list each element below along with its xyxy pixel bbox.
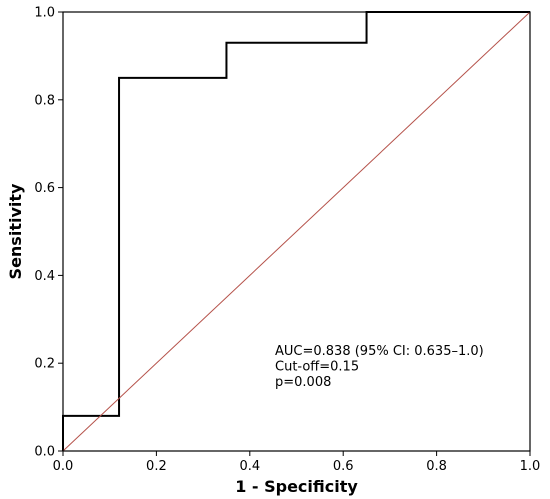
y-tick-label: 0.0 xyxy=(34,445,55,460)
annotation-auc: AUC=0.838 (95% CI: 0.635–1.0) xyxy=(275,344,484,359)
y-tick-label: 1.0 xyxy=(34,6,55,21)
y-tick-label: 0.6 xyxy=(34,181,55,196)
x-tick-label: 0.2 xyxy=(146,459,167,474)
y-axis-ticks: 0.0 0.2 0.4 0.6 0.8 1.0 xyxy=(34,6,63,460)
x-axis-label: 1 - Specificity xyxy=(235,477,358,496)
roc-curve xyxy=(62,11,530,451)
x-tick-label: 0.8 xyxy=(426,459,447,474)
x-axis-ticks: 0.0 0.2 0.4 0.6 0.8 1.0 xyxy=(53,451,541,474)
x-tick-label: 0.0 xyxy=(53,459,74,474)
x-tick-label: 1.0 xyxy=(520,459,541,474)
annotation-box: AUC=0.838 (95% CI: 0.635–1.0) Cut-off=0.… xyxy=(275,344,484,390)
y-axis-label: Sensitivity xyxy=(6,183,25,279)
y-tick-label: 0.4 xyxy=(34,269,55,284)
annotation-p-value: p=0.008 xyxy=(275,375,331,390)
y-tick-label: 0.2 xyxy=(34,357,55,372)
y-tick-label: 0.8 xyxy=(34,93,55,108)
plot-frame xyxy=(62,11,531,452)
x-tick-label: 0.4 xyxy=(239,459,260,474)
annotation-cutoff: Cut-off=0.15 xyxy=(275,360,359,375)
plot-lines xyxy=(62,11,531,452)
x-tick-label: 0.6 xyxy=(333,459,354,474)
reference-diagonal xyxy=(62,11,531,452)
